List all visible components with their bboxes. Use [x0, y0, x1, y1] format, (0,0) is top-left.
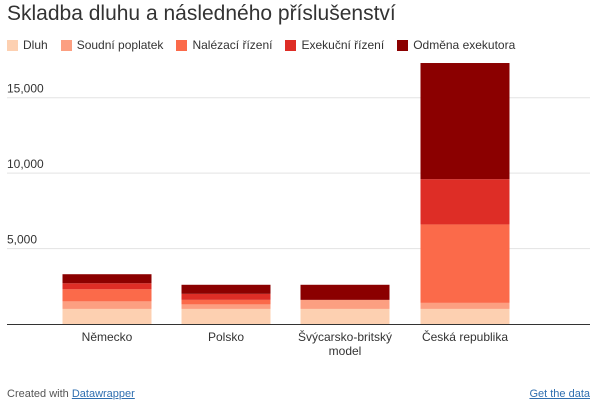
- bar-segment: [300, 308, 390, 324]
- legend-item: Odměna exekutora: [397, 38, 515, 52]
- legend-label: Exekuční řízení: [301, 38, 385, 52]
- bar-segment: [181, 304, 271, 309]
- y-tick-label: 15,000: [7, 82, 44, 96]
- bar-segment: [62, 289, 152, 302]
- datawrapper-link[interactable]: Datawrapper: [71, 388, 135, 400]
- x-category-label: Německo: [82, 330, 133, 344]
- bar-segment: [420, 63, 510, 180]
- legend-swatch: [60, 39, 72, 51]
- x-category-label: Česká republika: [422, 329, 508, 344]
- bar-segment: [420, 308, 510, 324]
- legend-item: Exekuční řízení: [285, 38, 384, 52]
- legend-label: Odměna exekutora: [413, 38, 516, 52]
- stacked-bar-chart: 5,000 10,000 15,000 Německo Polsko Švýcarsko-…: [7, 63, 590, 358]
- y-tick-label: 5,000: [7, 233, 37, 247]
- legend-label: Dluh: [23, 38, 48, 52]
- legend-label: Nalézací řízení: [192, 38, 273, 52]
- legend-swatch: [285, 39, 297, 51]
- y-tick-label: 10,000: [7, 157, 44, 171]
- legend-item: Dluh: [7, 38, 48, 52]
- bar-segment: [420, 179, 510, 225]
- bar-segment: [181, 308, 271, 324]
- legend-item: Soudní poplatek: [60, 38, 164, 52]
- bar-segment: [300, 284, 390, 300]
- bar-segment: [62, 301, 152, 309]
- chart-footer: Created with Datawrapper Get the data: [7, 388, 590, 400]
- credit: Created with Datawrapper: [7, 388, 135, 400]
- bar-segment: [420, 224, 510, 303]
- bar-segment: [62, 283, 152, 290]
- bar-segment: [420, 302, 510, 309]
- bar-segment: [62, 274, 152, 284]
- x-category-label: model: [329, 344, 362, 358]
- bar-segment: [181, 293, 271, 300]
- bar-segment: [300, 299, 390, 309]
- x-category-label: Polsko: [208, 330, 244, 344]
- legend-label: Soudní poplatek: [76, 38, 164, 52]
- get-data-link[interactable]: Get the data: [529, 388, 590, 400]
- bar-segment: [181, 284, 271, 294]
- legend-item: Nalézací řízení: [176, 38, 272, 52]
- legend-swatch: [176, 39, 188, 51]
- x-category-label: Švýcarsko-britský: [298, 329, 392, 344]
- chart-title: Skladba dluhu a následného příslušenství: [7, 2, 396, 25]
- credit-text: Created with: [7, 388, 69, 400]
- legend-swatch: [7, 39, 18, 51]
- bar-segment: [181, 299, 271, 305]
- chart-legend: Dluh Soudní poplatek Nalézací řízení Exekuč…: [7, 37, 528, 53]
- legend-swatch: [397, 39, 409, 51]
- bar-segment: [62, 308, 152, 324]
